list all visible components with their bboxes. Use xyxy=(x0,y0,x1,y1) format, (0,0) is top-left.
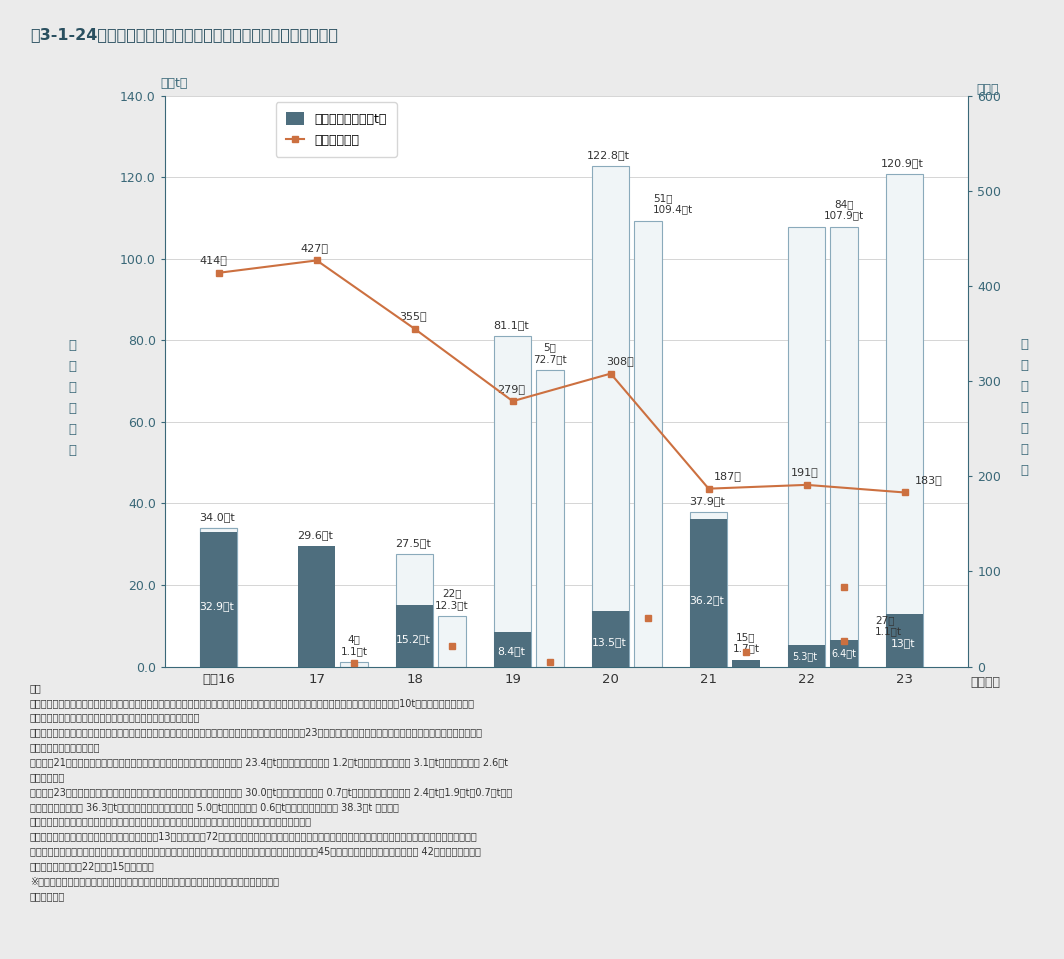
Text: 27.5万t: 27.5万t xyxy=(395,538,431,549)
Text: 13万t: 13万t xyxy=(891,638,915,647)
Text: 注）: 注） xyxy=(30,683,41,692)
Text: 不
適
正
処
理
量: 不 適 正 処 理 量 xyxy=(68,339,77,457)
Text: 4件
1.1万t: 4件 1.1万t xyxy=(340,634,367,656)
Text: 不
適
正
処
理
件
数: 不 適 正 処 理 件 数 xyxy=(1020,339,1029,477)
Text: 81.1万t: 81.1万t xyxy=(493,320,529,330)
Text: ※　量については、四捨五入で計算して表記していることから合計値が合わない場合がある。: ※ 量については、四捨五入で計算して表記していることから合計値が合わない場合があ… xyxy=(30,877,279,886)
Bar xyxy=(200,527,237,667)
Text: 51件
109.4万t: 51件 109.4万t xyxy=(653,193,693,215)
Text: 427件: 427件 xyxy=(301,243,329,253)
Bar xyxy=(788,644,826,667)
Text: 29.6万t: 29.6万t xyxy=(297,529,333,540)
Text: （件）: （件） xyxy=(977,82,999,96)
Text: 84件
107.9万t: 84件 107.9万t xyxy=(824,199,864,221)
Text: 5.3万t: 5.3万t xyxy=(792,651,817,661)
Text: 15件
1.7万t: 15件 1.7万t xyxy=(732,632,760,653)
Text: 122.8万t: 122.8万t xyxy=(587,150,630,160)
Bar xyxy=(691,519,727,667)
Bar xyxy=(396,604,433,667)
Text: １：不適正処理件数及び不適正処理量は、都道府県及び政令市が把握した産業廃棄物の不適正処理事案のうち、１件当たりの不適正処理量が10t以上の事案（ただし特: １：不適正処理件数及び不適正処理量は、都道府県及び政令市が把握した産業廃棄物の不… xyxy=(30,698,475,708)
Bar xyxy=(886,174,924,667)
Text: 32.9万t: 32.9万t xyxy=(199,601,234,611)
Text: 308件: 308件 xyxy=(605,356,633,366)
Bar xyxy=(691,512,727,667)
Text: （年度）: （年度） xyxy=(970,676,1000,690)
Text: 入させていたことがわかり、産業廃棄物の不法投棄事案であったことが判明した。不法投棄は１府３県の45カ所において確認され、そのうち 42カ所で撤去が完了: 入させていたことがわかり、産業廃棄物の不法投棄事案であったことが判明した。不法投… xyxy=(30,847,481,856)
Bar xyxy=(788,226,826,667)
Text: 別管理産業廃棄物を含む事案はすべて）を集計対象とした。: 別管理産業廃棄物を含む事案はすべて）を集計対象とした。 xyxy=(30,713,200,722)
Legend: 不適正処理量（万t）, 不適正処件数: 不適正処理量（万t）, 不適正処件数 xyxy=(276,103,397,157)
Text: ４：平成23年度に報告されたものには、大規模な事案である愛知県豊田市事案 30.0万t、三重県津市事案 0.7万t、京都府南丹市３事案 2.4万t、1.9万t、: ４：平成23年度に報告されたものには、大規模な事案である愛知県豊田市事案 30.… xyxy=(30,786,512,797)
Text: 414件: 414件 xyxy=(199,255,227,266)
Text: 嘶3-1-24　産業廃棄物の不適正処理件数及び不適正処理量の推移: 嘶3-1-24 産業廃棄物の不適正処理件数及び不適正処理量の推移 xyxy=(30,27,337,42)
Bar xyxy=(396,554,433,667)
Text: 15.2万t: 15.2万t xyxy=(396,634,430,643)
Text: 8.4万t: 8.4万t xyxy=(497,646,525,656)
Text: 告漏れ等」という。）: 告漏れ等」という。） xyxy=(30,742,100,752)
Text: 22件
12.3万t: 22件 12.3万t xyxy=(435,589,469,610)
Text: 5件
72.7万t: 5件 72.7万t xyxy=(533,342,567,364)
Text: 36.2万t: 36.2万t xyxy=(689,596,724,605)
Bar xyxy=(536,370,564,667)
Bar xyxy=(200,527,237,667)
Text: 13.5万t: 13.5万t xyxy=(592,637,626,646)
Text: （万t）: （万t） xyxy=(160,77,187,90)
Text: 資料：環境省: 資料：環境省 xyxy=(30,891,65,901)
Bar xyxy=(634,221,662,667)
Bar xyxy=(830,226,858,667)
Text: 120.9万t: 120.9万t xyxy=(881,157,924,168)
Text: 媛県松山市事案 36.3万t、茨城県つくばみらい市事案 5.0万t、古河市事案 0.6万t、沖縄県沖縄市事案 38.3万t を含む。: 媛県松山市事案 36.3万t、茨城県つくばみらい市事案 5.0万t、古河市事案 … xyxy=(30,802,399,811)
Text: 34.0万t: 34.0万t xyxy=(199,512,235,522)
Bar xyxy=(494,632,531,667)
Bar xyxy=(298,546,335,667)
Bar xyxy=(340,662,368,667)
Text: ３：平成21年度に報告されたものには、大規模な事案である福島県川俣町事案 23.4万t、茨城県神栖市事案 1.2万t、石川県小松市事案 3.1万t、長野県塩尻市: ３：平成21年度に報告されたものには、大規模な事案である福島県川俣町事案 23.… xyxy=(30,758,508,767)
Text: 183件: 183件 xyxy=(914,475,942,485)
Bar xyxy=(886,614,924,667)
Text: 27件
1.1万t: 27件 1.1万t xyxy=(876,615,902,637)
Text: を含む。: を含む。 xyxy=(30,772,65,782)
Text: 279件: 279件 xyxy=(497,384,525,393)
Bar xyxy=(200,532,237,667)
Text: 187件: 187件 xyxy=(714,471,742,481)
Text: 6.4万t: 6.4万t xyxy=(831,648,857,659)
Bar xyxy=(200,532,237,667)
Bar xyxy=(494,336,531,667)
Bar xyxy=(438,617,466,667)
Bar xyxy=(732,660,760,667)
Text: ２：上記棒グラフ白抜き部分は、報告された年度より前から不適正処理が行われていたもの、なお、平成23年度は不適正処理の開始年度が不明なものを含む（以下、「報: ２：上記棒グラフ白抜き部分は、報告された年度より前から不適正処理が行われていたも… xyxy=(30,727,483,737)
Bar xyxy=(830,641,858,667)
Text: 355件: 355件 xyxy=(399,312,427,321)
Bar xyxy=(592,612,629,667)
Bar xyxy=(592,166,629,667)
Text: 37.9万t: 37.9万t xyxy=(688,496,725,506)
Text: 191件: 191件 xyxy=(791,467,818,478)
Text: している（平成22年２月15日時点）。: している（平成22年２月15日時点）。 xyxy=(30,861,154,871)
Text: なお、フェロシルトは埋戻用資材として平成13年８月から組72万トンが販売・使用されたが、その後、これらのフェロシルトに製造・販売業者が有害な廃液を混: なお、フェロシルトは埋戻用資材として平成13年８月から組72万トンが販売・使用さ… xyxy=(30,831,478,841)
Text: ５：硫酸ピッチ事案及びフェロシルト事案については本調査の対象からは除外し、別途とりまとめている。: ５：硫酸ピッチ事案及びフェロシルト事案については本調査の対象からは除外し、別途と… xyxy=(30,817,312,827)
